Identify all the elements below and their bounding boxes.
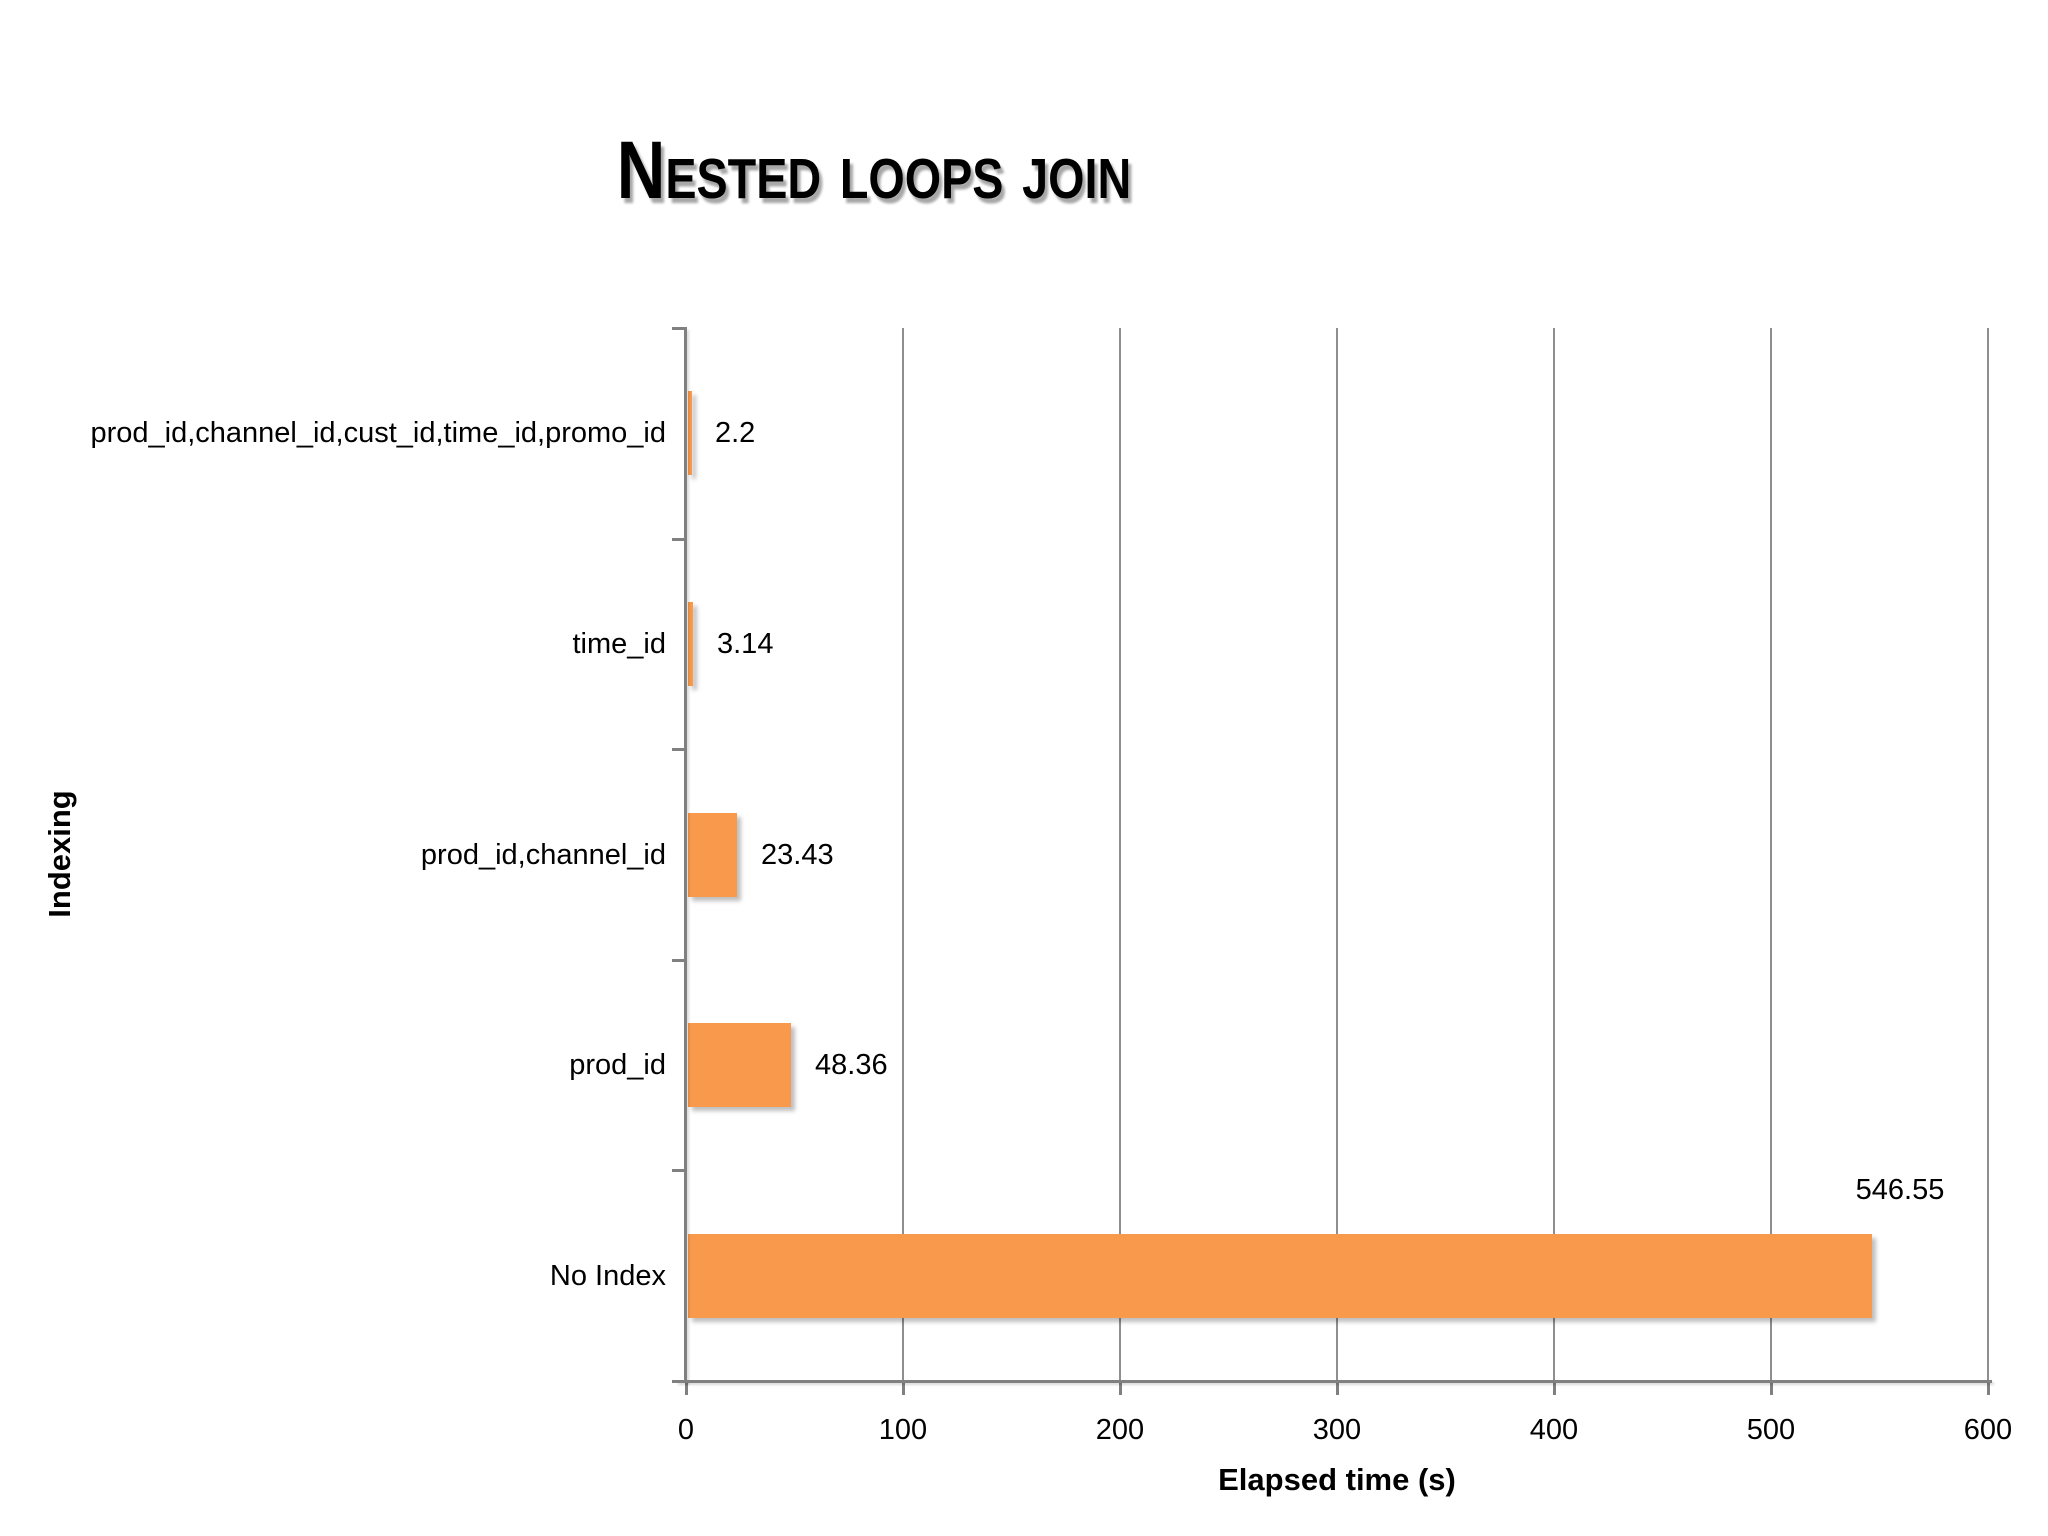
x-axis-tick xyxy=(685,1381,688,1395)
x-axis-tick xyxy=(902,1381,905,1395)
category-label: No Index xyxy=(549,1260,666,1292)
y-axis-tick xyxy=(672,538,687,541)
x-axis-title: Elapsed time (s) xyxy=(1218,1462,1456,1497)
x-axis-tick xyxy=(1119,1381,1122,1395)
gridline-x-100 xyxy=(902,328,904,1381)
x-tick-label: 300 xyxy=(1312,1414,1362,1446)
y-axis-tick xyxy=(672,748,687,751)
y-axis-tick xyxy=(672,959,687,962)
value-label: 23.43 xyxy=(761,839,834,871)
x-tick-label: 0 xyxy=(677,1414,695,1446)
gridline-x-200 xyxy=(1119,328,1121,1381)
gridline-x-400 xyxy=(1553,328,1555,1381)
category-label: prod_id,channel_id xyxy=(420,839,666,871)
x-tick-label: 200 xyxy=(1095,1414,1145,1446)
value-label: 48.36 xyxy=(815,1049,888,1081)
x-axis-line xyxy=(676,1380,1992,1383)
bar xyxy=(688,1234,1872,1318)
x-tick-label: 600 xyxy=(1963,1414,2013,1446)
value-label: 3.14 xyxy=(717,628,774,660)
category-label: prod_id xyxy=(569,1049,666,1081)
x-axis-tick xyxy=(1987,1381,1990,1395)
category-label: prod_id,channel_id,cust_id,time_id,promo… xyxy=(90,417,666,449)
y-axis-tick xyxy=(672,327,687,330)
x-tick-label: 100 xyxy=(878,1414,928,1446)
bar xyxy=(688,391,692,475)
value-label: 546.55 xyxy=(1855,1174,1945,1206)
x-tick-label: 400 xyxy=(1529,1414,1579,1446)
value-label: 2.2 xyxy=(715,417,756,449)
x-axis-tick xyxy=(1336,1381,1339,1395)
category-label: time_id xyxy=(572,628,667,660)
gridline-x-300 xyxy=(1336,328,1338,1381)
x-axis-tick xyxy=(1770,1381,1773,1395)
bar xyxy=(688,813,737,897)
bar xyxy=(688,602,693,686)
y-axis-line xyxy=(684,328,687,1383)
gridline-x-500 xyxy=(1770,328,1772,1381)
y-axis-tick xyxy=(672,1169,687,1172)
bar xyxy=(688,1023,791,1107)
gridline-x-600 xyxy=(1987,328,1989,1381)
x-axis-tick xyxy=(1553,1381,1556,1395)
x-tick-label: 500 xyxy=(1746,1414,1796,1446)
chart-title: Nested loops join xyxy=(616,125,1132,216)
y-axis-title: Indexing xyxy=(42,790,77,918)
